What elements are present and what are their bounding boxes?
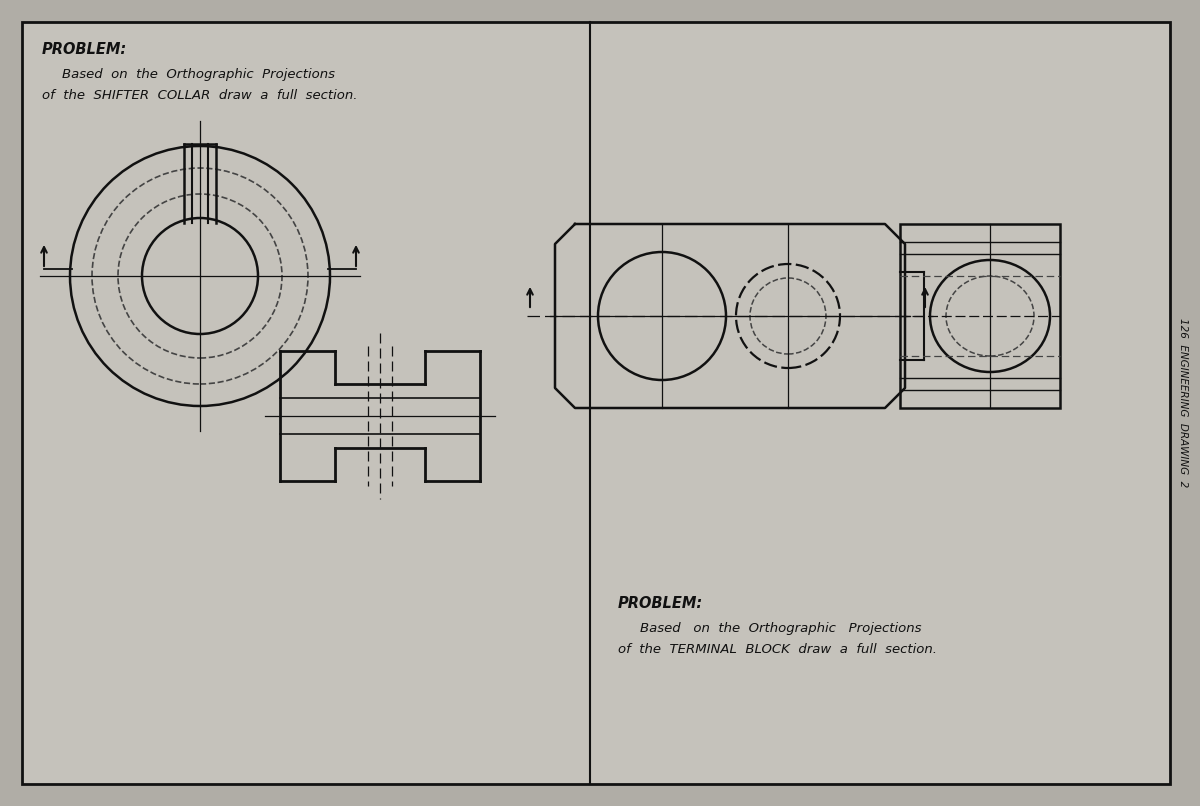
Text: 126  ENGINEERING  DRAWING  2: 126 ENGINEERING DRAWING 2 — [1178, 318, 1188, 488]
Text: PROBLEM:: PROBLEM: — [42, 42, 127, 57]
Text: Based  on  the  Orthographic  Projections: Based on the Orthographic Projections — [62, 68, 335, 81]
Text: PROBLEM:: PROBLEM: — [618, 596, 703, 611]
Text: of  the  SHIFTER  COLLAR  draw  a  full  section.: of the SHIFTER COLLAR draw a full sectio… — [42, 89, 358, 102]
Text: of  the  TERMINAL  BLOCK  draw  a  full  section.: of the TERMINAL BLOCK draw a full sectio… — [618, 643, 937, 656]
Text: Based   on  the  Orthographic   Projections: Based on the Orthographic Projections — [640, 622, 922, 635]
Bar — [900, 224, 1060, 408]
